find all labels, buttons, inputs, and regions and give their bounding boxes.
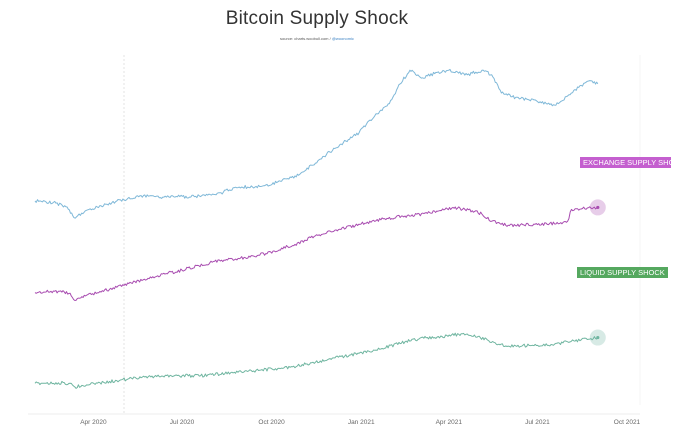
chart-title: Bitcoin Supply Shock [225, 8, 409, 29]
series-label-exchange-supply-shock: EXCHANGE SUPPLY SHOCK [580, 157, 671, 168]
series-line-3 [34, 332, 599, 389]
x-tick-label: Jul 2020 [170, 419, 195, 426]
source-handle[interactable]: @woonomic [331, 36, 354, 41]
series-label-liquid-supply-shock: LIQUID SUPPLY SHOCK [577, 267, 668, 278]
chart-source: source: charts.woobull.com / @woonomic [0, 36, 634, 41]
x-tick-layer: Apr 2020 Jul 2020 Oct 2020 Jan 2021 Apr 2021… [80, 419, 640, 426]
x-tick-label: Oct 2020 [258, 419, 285, 426]
series-end-point-2 [596, 205, 600, 210]
x-tick-label: Apr 2021 [436, 419, 463, 426]
series-line-1 [34, 68, 599, 219]
series-end-point-3 [596, 335, 600, 340]
x-tick-label: Jan 2021 [348, 419, 375, 426]
series-line-2 [34, 206, 599, 301]
x-tick-label: Oct 2021 [614, 419, 641, 426]
source-prefix: source: charts.woobull.com / [280, 36, 332, 41]
x-tick-label: Apr 2020 [80, 419, 107, 426]
series-layer [34, 68, 606, 389]
x-tick-label: Jul 2021 [525, 419, 550, 426]
